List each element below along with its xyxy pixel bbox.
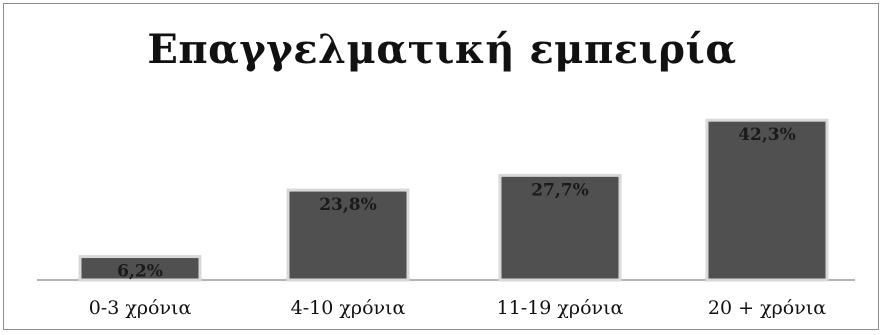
category-label-3: 11-19 χρόνια: [497, 297, 624, 319]
bar-data-label-4: 42,3%: [738, 125, 796, 145]
category-label-2: 4-10 χρόνια: [291, 297, 406, 319]
bars-group: [78, 118, 829, 282]
bar-3: [498, 173, 622, 282]
bar-4: [705, 118, 829, 282]
bar-2: [286, 188, 410, 282]
bar-data-label-1: 6,2%: [117, 262, 163, 282]
bar-data-label-3: 27,7%: [531, 180, 589, 200]
bar-data-label-2: 23,8%: [319, 195, 377, 215]
category-label-4: 20 + χρόνια: [708, 297, 826, 319]
category-label-1: 0-3 χρόνια: [89, 297, 192, 319]
category-labels-group: 0-3 χρόνια 4-10 χρόνια 11-19 χρόνια 20 + χρ…: [89, 297, 827, 319]
bar-labels-group: 6,2% 23,8% 27,7% 42,3%: [117, 125, 796, 281]
bar-1: [78, 255, 202, 282]
chart-title: Επαγγελματική εμπειρία: [147, 26, 737, 73]
